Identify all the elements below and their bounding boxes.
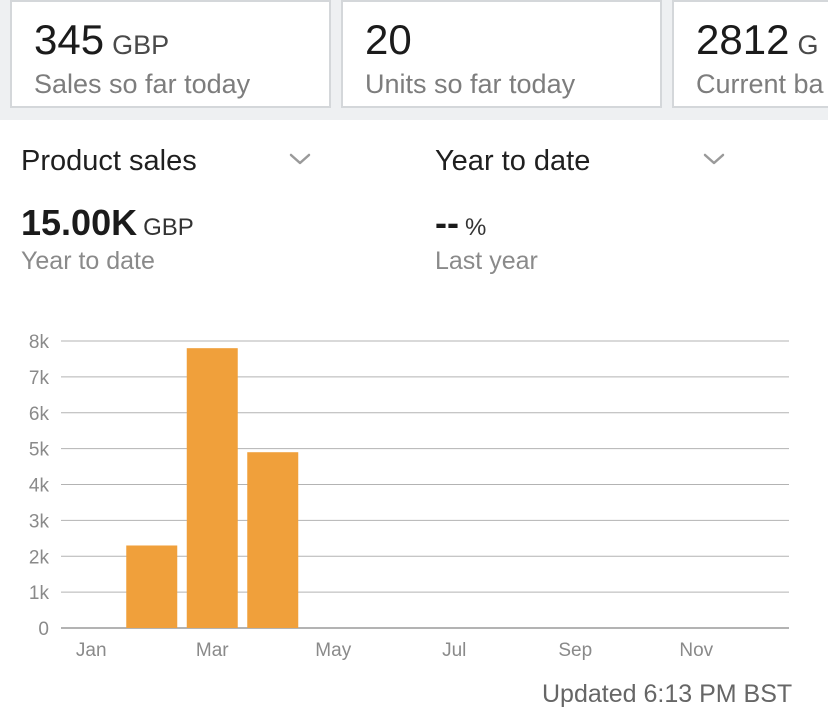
stat-sales-value: 345 <box>34 16 104 63</box>
stat-card-balance[interactable]: 2812 G Current ba <box>672 0 828 108</box>
y-tick-label: 4k <box>29 476 50 497</box>
stat-card-sales[interactable]: 345 GBP Sales so far today <box>10 0 331 108</box>
primary-metric-caption: Year to date <box>21 247 155 276</box>
primary-metric: 15.00K GBP <box>21 202 194 244</box>
y-tick-label: 7k <box>29 368 50 389</box>
chart-bar[interactable] <box>187 348 238 628</box>
primary-metric-value: 15.00K <box>21 202 137 243</box>
comparison-metric-unit: % <box>465 214 486 241</box>
y-tick-label: 1k <box>29 583 50 604</box>
x-tick-label: Nov <box>679 640 713 661</box>
x-tick-label: Jul <box>442 640 466 661</box>
y-tick-label: 3k <box>29 511 50 532</box>
sales-bar-chart: 0 1k 2k 3k 4k 5k 6k 7k 8k Jan Mar May Jul Sep Nov <box>0 320 828 670</box>
chevron-down-icon[interactable] <box>702 150 726 168</box>
y-tick-label: 6k <box>29 404 50 425</box>
y-tick-label: 2k <box>29 547 50 568</box>
comparison-metric-value: -- <box>435 202 459 243</box>
period-selector[interactable]: Year to date <box>435 141 590 181</box>
stat-balance-unit: G <box>797 30 818 60</box>
chart-bar[interactable] <box>247 452 298 628</box>
x-tick-label: May <box>315 640 351 661</box>
comparison-metric-caption: Last year <box>435 247 538 276</box>
stats-strip: 345 GBP Sales so far today 20 Units so fa… <box>0 0 828 120</box>
y-tick-label: 0 <box>38 619 49 640</box>
primary-metric-unit: GBP <box>143 214 194 241</box>
stat-units-value: 20 <box>365 16 412 63</box>
stat-sales-unit: GBP <box>112 30 169 60</box>
y-tick-label: 8k <box>29 332 50 353</box>
chevron-down-icon[interactable] <box>288 150 312 168</box>
x-tick-label: Sep <box>558 640 592 661</box>
chart-bar[interactable] <box>126 545 177 628</box>
x-tick-label: Jan <box>76 640 107 661</box>
stat-units-caption: Units so far today <box>365 69 575 100</box>
metric-selector[interactable]: Product sales <box>21 141 197 181</box>
metric-selector-label: Product sales <box>21 145 197 178</box>
stat-card-units[interactable]: 20 Units so far today <box>341 0 662 108</box>
comparison-metric: --% <box>435 202 486 244</box>
stat-balance-caption: Current ba <box>696 69 824 100</box>
stat-balance-value: 2812 <box>696 16 789 63</box>
x-tick-label: Mar <box>196 640 229 661</box>
period-selector-label: Year to date <box>435 145 590 178</box>
y-tick-label: 5k <box>29 440 50 461</box>
stat-sales-caption: Sales so far today <box>34 69 250 100</box>
